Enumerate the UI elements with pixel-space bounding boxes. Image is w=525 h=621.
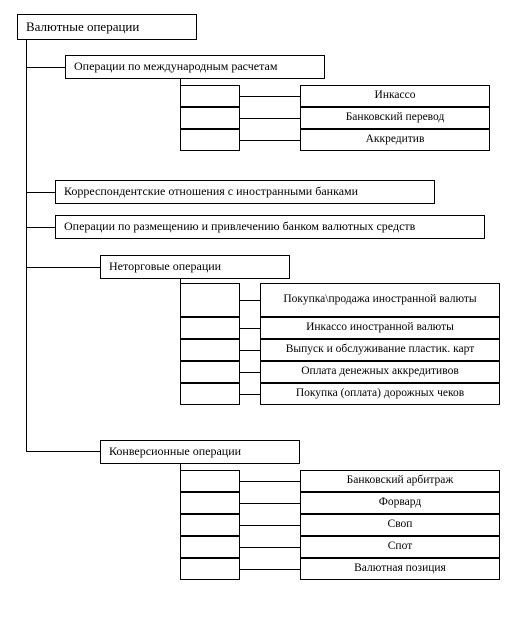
node-b2: Операции по размещению и привлечению бан… bbox=[55, 215, 485, 239]
stub-b0-2 bbox=[180, 129, 240, 151]
conn-b3-4 bbox=[240, 394, 260, 395]
node-b0-0: Инкассо bbox=[300, 85, 490, 107]
node-b3-1-label: Инкассо иностранной валюты bbox=[306, 321, 454, 334]
node-b3-1: Инкассо иностранной валюты bbox=[260, 317, 500, 339]
stub-b4-2 bbox=[180, 514, 240, 536]
conn-b3-3 bbox=[240, 372, 260, 373]
node-b0-label: Операции по международным расчетам bbox=[74, 60, 277, 74]
node-b0: Операции по международным расчетам bbox=[65, 55, 325, 79]
connector-b1 bbox=[26, 192, 55, 193]
node-b1: Корреспондентские отношения с иностранны… bbox=[55, 180, 435, 204]
conn-b3-2 bbox=[240, 350, 260, 351]
trunk-main bbox=[26, 40, 27, 451]
conn-b0-0 bbox=[240, 96, 300, 97]
stub-b4-1 bbox=[180, 492, 240, 514]
node-b0-0-label: Инкассо bbox=[375, 89, 416, 102]
conn-b4-4 bbox=[240, 569, 300, 570]
node-b3: Неторговые операции bbox=[100, 255, 290, 279]
conn-b4-2 bbox=[240, 525, 300, 526]
node-b0-1: Банковский перевод bbox=[300, 107, 490, 129]
node-b4-1-label: Форвард bbox=[379, 496, 421, 509]
node-b3-label: Неторговые операции bbox=[109, 260, 221, 274]
conn-b3-1 bbox=[240, 328, 260, 329]
connector-b4 bbox=[26, 451, 100, 452]
node-root-label: Валютные операции bbox=[26, 20, 139, 35]
node-b3-3: Оплата денежных аккредитивов bbox=[260, 361, 500, 383]
conn-b0-2 bbox=[240, 140, 300, 141]
connector-b2 bbox=[26, 227, 55, 228]
node-b2-label: Операции по размещению и привлечению бан… bbox=[64, 220, 415, 234]
stub-b0-1 bbox=[180, 107, 240, 129]
node-b4-2: Своп bbox=[300, 514, 500, 536]
node-b4-1: Форвард bbox=[300, 492, 500, 514]
node-b3-4-label: Покупка (оплата) дорожных чеков bbox=[296, 387, 464, 400]
stub-b4-4 bbox=[180, 558, 240, 580]
conn-b4-1 bbox=[240, 503, 300, 504]
stub-b0-0 bbox=[180, 85, 240, 107]
node-b4-2-label: Своп bbox=[388, 518, 413, 531]
node-b4-3-label: Спот bbox=[388, 540, 412, 553]
conn-b4-3 bbox=[240, 547, 300, 548]
node-root: Валютные операции bbox=[17, 14, 197, 40]
node-b0-2-label: Аккредитив bbox=[366, 133, 425, 146]
node-b0-1-label: Банковский перевод bbox=[346, 111, 445, 124]
connector-b0 bbox=[26, 67, 65, 68]
stub-b3-4 bbox=[180, 383, 240, 405]
node-b4-label: Конверсионные операции bbox=[109, 445, 241, 459]
node-b3-0: Покупка\продажа иностранной валюты bbox=[260, 283, 500, 317]
node-b4-3: Спот bbox=[300, 536, 500, 558]
conn-b3-0 bbox=[240, 300, 260, 301]
stub-b3-1 bbox=[180, 317, 240, 339]
node-b4-4: Валютная позиция bbox=[300, 558, 500, 580]
stub-b3-0 bbox=[180, 283, 240, 317]
stub-b4-0 bbox=[180, 470, 240, 492]
node-b3-2: Выпуск и обслуживание пластик. карт bbox=[260, 339, 500, 361]
conn-b4-0 bbox=[240, 481, 300, 482]
node-b1-label: Корреспондентские отношения с иностранны… bbox=[64, 185, 358, 199]
connector-b3 bbox=[26, 267, 100, 268]
node-b3-4: Покупка (оплата) дорожных чеков bbox=[260, 383, 500, 405]
stub-b3-3 bbox=[180, 361, 240, 383]
node-b4-0-label: Банковский арбитраж bbox=[347, 474, 454, 487]
node-b0-2: Аккредитив bbox=[300, 129, 490, 151]
stub-b4-3 bbox=[180, 536, 240, 558]
node-b3-3-label: Оплата денежных аккредитивов bbox=[301, 365, 459, 378]
node-b3-2-label: Выпуск и обслуживание пластик. карт bbox=[286, 343, 474, 356]
node-b4-4-label: Валютная позиция bbox=[354, 562, 446, 575]
stub-b3-2 bbox=[180, 339, 240, 361]
node-b3-0-label: Покупка\продажа иностранной валюты bbox=[283, 293, 476, 306]
conn-b0-1 bbox=[240, 118, 300, 119]
node-b4-0: Банковский арбитраж bbox=[300, 470, 500, 492]
node-b4: Конверсионные операции bbox=[100, 440, 300, 464]
